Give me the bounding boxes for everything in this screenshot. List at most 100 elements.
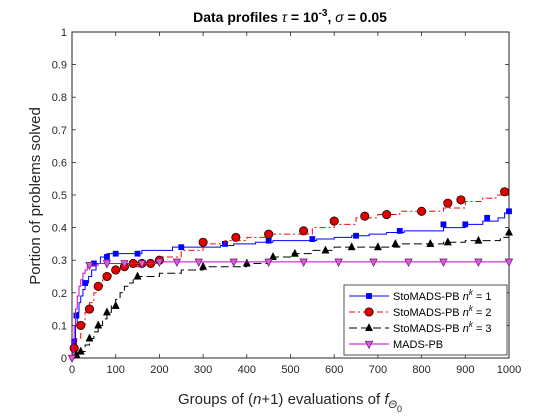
data-point (309, 236, 316, 242)
data-point (364, 323, 374, 332)
x-tick-label: 800 (412, 364, 430, 376)
data-point (172, 258, 182, 268)
series-4 (67, 258, 514, 364)
data-point (364, 307, 374, 317)
data-point (194, 258, 203, 268)
data-point (443, 198, 453, 208)
data-point (417, 206, 427, 216)
data-point (82, 280, 89, 286)
data-point (334, 258, 343, 268)
y-tick-label: 0 (61, 353, 67, 365)
data-point (73, 312, 80, 319)
data-point (439, 258, 448, 268)
data-point (69, 343, 79, 353)
data-point (264, 229, 274, 239)
data-point (382, 210, 392, 220)
data-point (67, 354, 77, 364)
y-tick-label: 0.9 (52, 60, 67, 72)
x-tick-label: 1000 (497, 364, 521, 376)
data-point (76, 346, 85, 355)
series-line (72, 232, 510, 359)
data-point (85, 261, 94, 271)
x-tick-label: 0 (69, 364, 75, 376)
data-point (366, 293, 372, 299)
y-tick-label: 0.8 (52, 92, 67, 104)
data-point (229, 258, 238, 268)
data-point (484, 214, 491, 221)
x-tick-label: 900 (456, 364, 474, 376)
data-point (462, 221, 469, 228)
data-point (137, 260, 147, 269)
y-tick-label: 0.7 (52, 125, 67, 137)
data-point (111, 265, 121, 275)
x-tick-label: 300 (194, 364, 212, 376)
x-tick-label: 500 (281, 364, 299, 376)
data-point (440, 221, 447, 228)
data-point (85, 333, 94, 342)
data-point (178, 244, 185, 251)
data-point (111, 300, 120, 309)
legend-label: StoMADS-PB nk = 3 (393, 320, 491, 335)
data-point (84, 304, 95, 314)
data-point (290, 248, 299, 257)
x-tick-label: 600 (325, 364, 343, 376)
legend-entry: StoMADS-PB nk = 2 (349, 304, 491, 319)
y-tick-label: 0.6 (52, 157, 67, 169)
data-point (120, 260, 129, 269)
data-point (102, 307, 111, 316)
data-point (299, 226, 309, 236)
y-tick-label: 0.2 (52, 288, 67, 300)
series-3 (72, 227, 514, 359)
data-point (456, 195, 466, 205)
data-point (373, 242, 382, 251)
y-tick-label: 1 (61, 27, 67, 39)
data-point (76, 320, 86, 330)
data-point (504, 227, 514, 236)
data-point (199, 261, 208, 270)
data-point (264, 258, 273, 268)
x-tick-label: 200 (150, 364, 168, 376)
data-point (133, 271, 142, 280)
y-tick-label: 0.4 (52, 223, 67, 235)
data-point (391, 238, 400, 247)
data-point (506, 208, 512, 215)
data-point (329, 216, 339, 226)
data-point (504, 258, 514, 268)
series-group (67, 187, 514, 364)
legend-entry: MADS-PB (349, 339, 443, 351)
data-point (404, 258, 413, 268)
y-tick-label: 0.3 (52, 255, 67, 267)
data-point (347, 242, 356, 251)
series-line (72, 261, 509, 359)
data-point (102, 271, 112, 282)
data-point (242, 258, 251, 267)
data-point (269, 251, 278, 260)
series-line (72, 191, 510, 359)
data-point (265, 237, 272, 244)
x-tick-label: 400 (238, 364, 256, 376)
data-point (155, 258, 164, 268)
legend-label: StoMADS-PB nk = 1 (393, 288, 491, 303)
data-point (426, 238, 435, 247)
legend-label: StoMADS-PB nk = 2 (393, 304, 491, 319)
data-point (104, 254, 110, 260)
y-tick-label: 0.1 (52, 320, 67, 332)
data-point (321, 245, 330, 254)
x-tick-label: 700 (369, 364, 387, 376)
data-point (134, 250, 141, 257)
x-tick-label: 100 (107, 364, 125, 376)
y-axis-label: Portion of problems solved (27, 107, 44, 285)
x-axis-label: Groups of (n+1) evaluations of fΘ0 (178, 391, 402, 414)
data-point (112, 250, 119, 257)
series-line (72, 211, 510, 359)
axis-ticks: 0 100 200 300 400 500 600 700 800 900 1000 0 0.1 0.2 0… (52, 27, 522, 376)
data-point (500, 187, 510, 197)
data-point (231, 232, 241, 242)
data-point (353, 232, 359, 239)
data-point (198, 237, 208, 247)
legend-entry: StoMADS-PB nk = 3 (349, 320, 491, 335)
data-point (360, 211, 370, 221)
